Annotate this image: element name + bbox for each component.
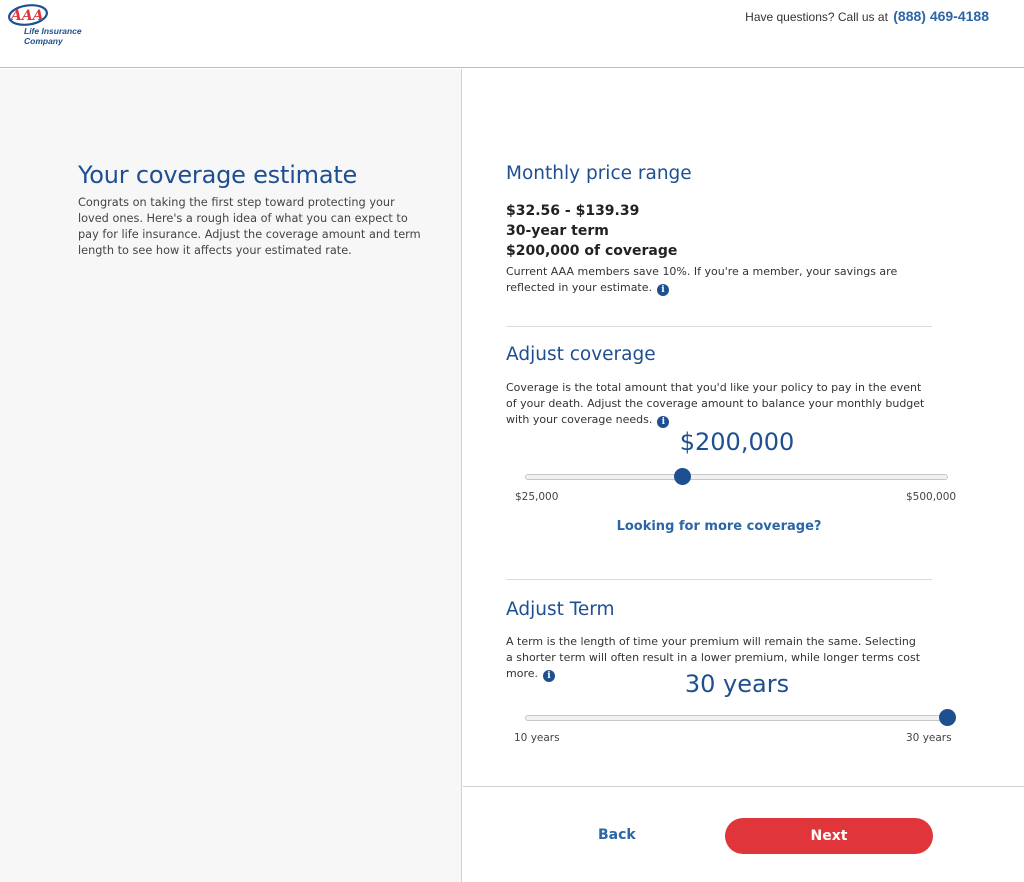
term-description: A term is the length of time your premiu… <box>506 634 926 682</box>
aaa-logo-icon: AAA <box>8 4 48 26</box>
divider <box>506 326 932 327</box>
coverage-description-text: Coverage is the total amount that you'd … <box>506 381 925 426</box>
logo-line1: Life Insurance <box>24 26 82 36</box>
next-button[interactable]: Next <box>725 818 933 854</box>
member-note-text: Current AAA members save 10%. If you're … <box>506 265 898 294</box>
page-title: Your coverage estimate <box>78 161 358 189</box>
info-icon[interactable]: i <box>657 284 670 296</box>
more-coverage-link[interactable]: Looking for more coverage? <box>616 519 822 534</box>
coverage-max-label: $500,000 <box>906 491 957 503</box>
intro-text: Congrats on taking the first step toward… <box>78 196 421 257</box>
term-description-text: A term is the length of time your premiu… <box>506 635 921 680</box>
coverage-slider-thumb[interactable] <box>673 468 691 485</box>
nav-footer: Back Next <box>463 786 1024 882</box>
info-icon[interactable]: i <box>657 416 670 428</box>
term-summary: 30-year term <box>506 223 609 239</box>
aaa-life-logo[interactable]: AAA Life Insurance Company <box>8 4 88 50</box>
coverage-min-label: $25,000 <box>515 491 559 503</box>
term-section-title: Adjust Term <box>506 599 615 620</box>
back-button[interactable]: Back <box>598 827 636 843</box>
estimate-panel: Monthly price range $32.56 - $139.39 30-… <box>463 69 1024 882</box>
svg-text:AAA: AAA <box>9 8 44 24</box>
help-text: Have questions? Call us at <box>745 10 888 24</box>
intro-panel: Your coverage estimate Congrats on takin… <box>0 69 462 882</box>
logo-line2: Company <box>24 36 63 46</box>
info-icon[interactable]: i <box>543 670 555 682</box>
term-max-label: 30 years <box>906 732 952 744</box>
term-value: 30 years <box>684 670 790 698</box>
term-slider-thumb[interactable] <box>939 709 956 726</box>
coverage-summary: $200,000 of coverage <box>506 243 678 259</box>
coverage-value: $200,000 <box>679 428 795 456</box>
coverage-section-title: Adjust coverage <box>506 344 656 365</box>
term-slider-track[interactable] <box>525 709 956 726</box>
member-note: Current AAA members save 10%. If you're … <box>506 264 926 296</box>
price-range: $32.56 - $139.39 <box>506 203 640 219</box>
phone-link[interactable]: (888) 469-4188 <box>893 8 989 24</box>
price-section-title: Monthly price range <box>506 163 692 184</box>
help-contact: Have questions? Call us at (888) 469-418… <box>745 8 989 24</box>
term-min-label: 10 years <box>514 732 560 744</box>
coverage-slider-track[interactable] <box>525 468 948 485</box>
divider <box>506 579 932 580</box>
page-header: AAA Life Insurance Company Have question… <box>0 0 1024 68</box>
coverage-description: Coverage is the total amount that you'd … <box>506 380 926 428</box>
